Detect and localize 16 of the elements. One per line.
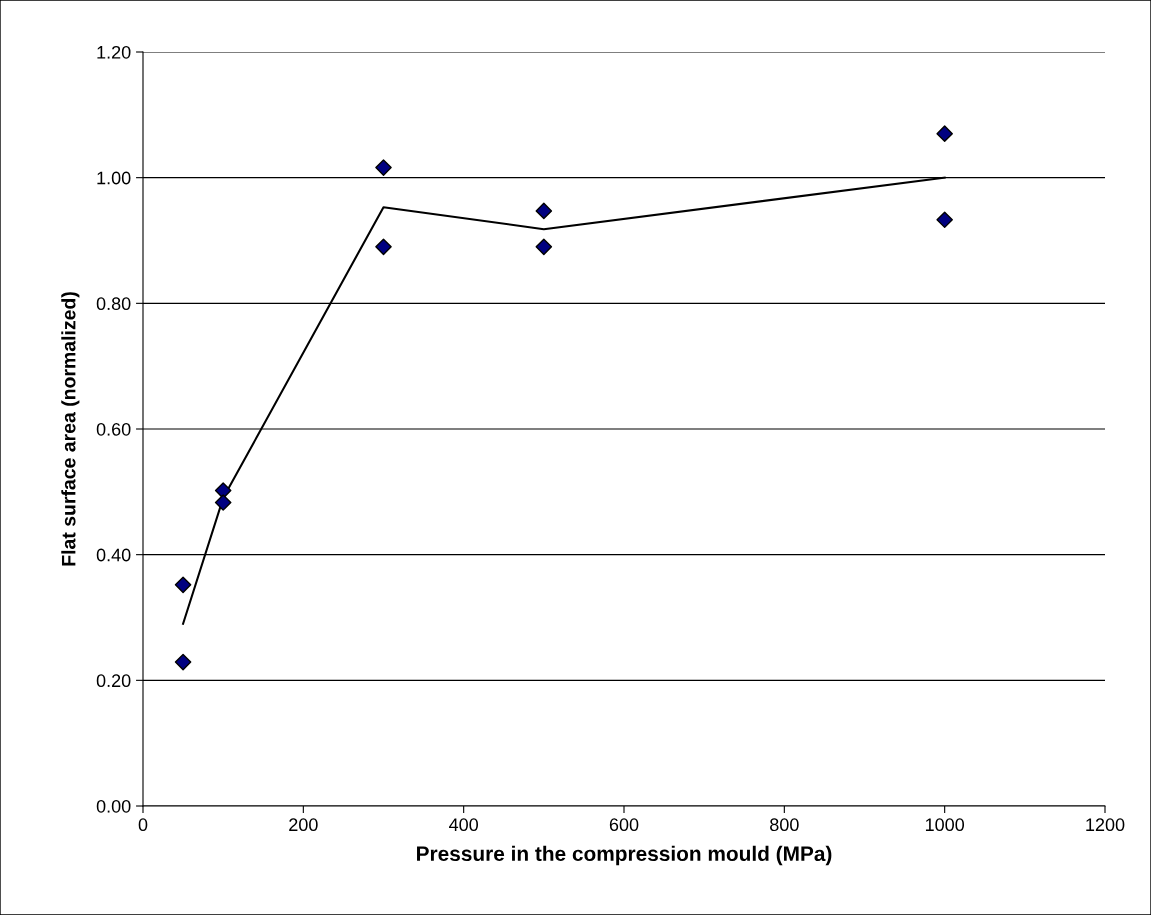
y-axis-title: Flat surface area (normalized) — [61, 292, 80, 566]
x-tick-label: 1000 — [925, 818, 965, 832]
y-tick-label: 1.20 — [97, 45, 131, 59]
y-tick-label: 0.20 — [96, 674, 131, 688]
x-tick-label: 200 — [289, 818, 318, 832]
y-tick-label: 0.60 — [96, 422, 131, 436]
x-tick-label: 400 — [449, 818, 479, 832]
y-tick-label: 0.40 — [96, 548, 131, 562]
x-axis-title: Pressure in the compression mould (MPa) — [417, 845, 832, 866]
x-tick-label: 1200 — [1086, 818, 1125, 832]
y-tick-label: 0.80 — [96, 297, 131, 311]
x-tick-label: 800 — [770, 818, 799, 832]
x-tick-label: 600 — [609, 818, 639, 832]
y-tick-label: 0.00 — [96, 799, 131, 813]
x-tick-label: 0 — [138, 818, 148, 832]
y-tick-label: 1.00 — [97, 171, 131, 185]
